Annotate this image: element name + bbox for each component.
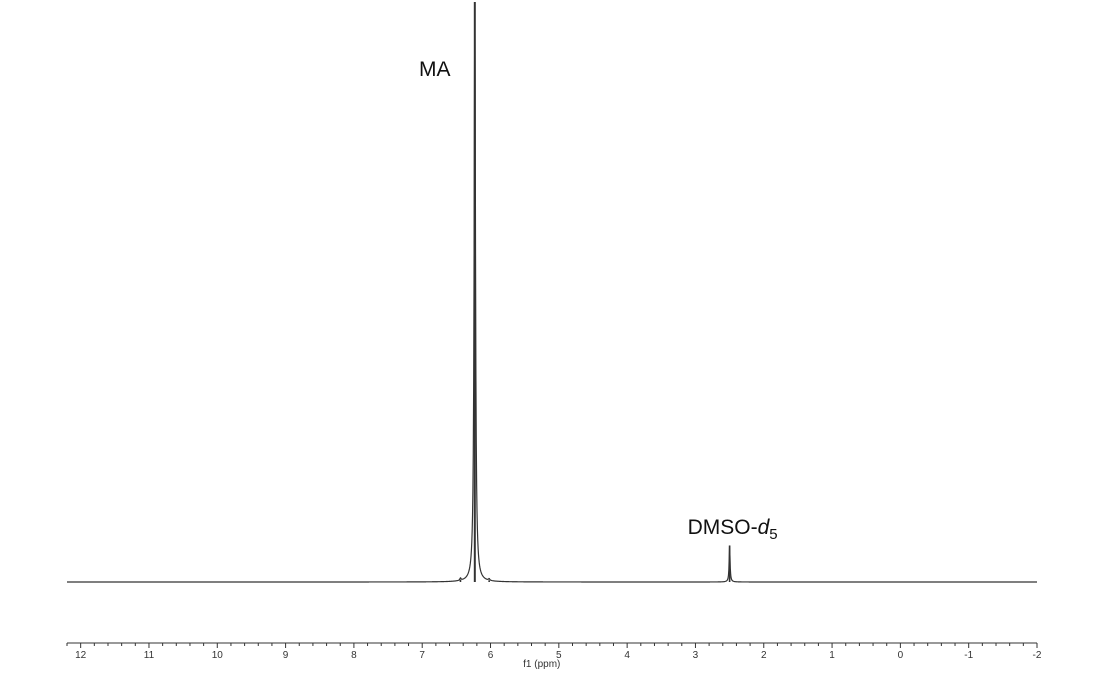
- x-tick-label: 11: [144, 650, 155, 661]
- x-tick-label: 2: [761, 650, 767, 661]
- x-axis-ticks: 12 11 10 9 8 7 6 5 4 3 2 1 0 -1 -2: [66, 643, 1042, 661]
- x-tick-label: 9: [283, 650, 289, 661]
- x-tick-label: 5: [556, 650, 562, 661]
- x-tick-label: 4: [624, 650, 630, 661]
- x-tick-label: 8: [351, 650, 357, 661]
- x-tick-label: -2: [1033, 650, 1042, 661]
- peak-labels: MA DMSO-d5: [419, 58, 778, 543]
- peak-label-ma: MA: [419, 58, 451, 81]
- spectrum-layer: [67, 2, 1037, 583]
- x-tick-label: 7: [419, 650, 425, 661]
- x-tick-label: 1: [829, 650, 835, 661]
- x-tick-label: 3: [693, 650, 699, 661]
- x-tick-label: 12: [75, 650, 87, 661]
- x-tick-label: 6: [488, 650, 494, 661]
- x-axis: 12 11 10 9 8 7 6 5 4 3 2 1 0 -1 -2: [66, 642, 1042, 661]
- x-axis-title: f1 (ppm): [523, 659, 560, 670]
- peak-label-dmso: DMSO-d5: [688, 516, 778, 543]
- x-tick-label: 0: [898, 650, 904, 661]
- x-tick-label: -1: [964, 650, 973, 661]
- x-tick-label: 10: [212, 650, 224, 661]
- spectrum-line: [67, 3, 1037, 583]
